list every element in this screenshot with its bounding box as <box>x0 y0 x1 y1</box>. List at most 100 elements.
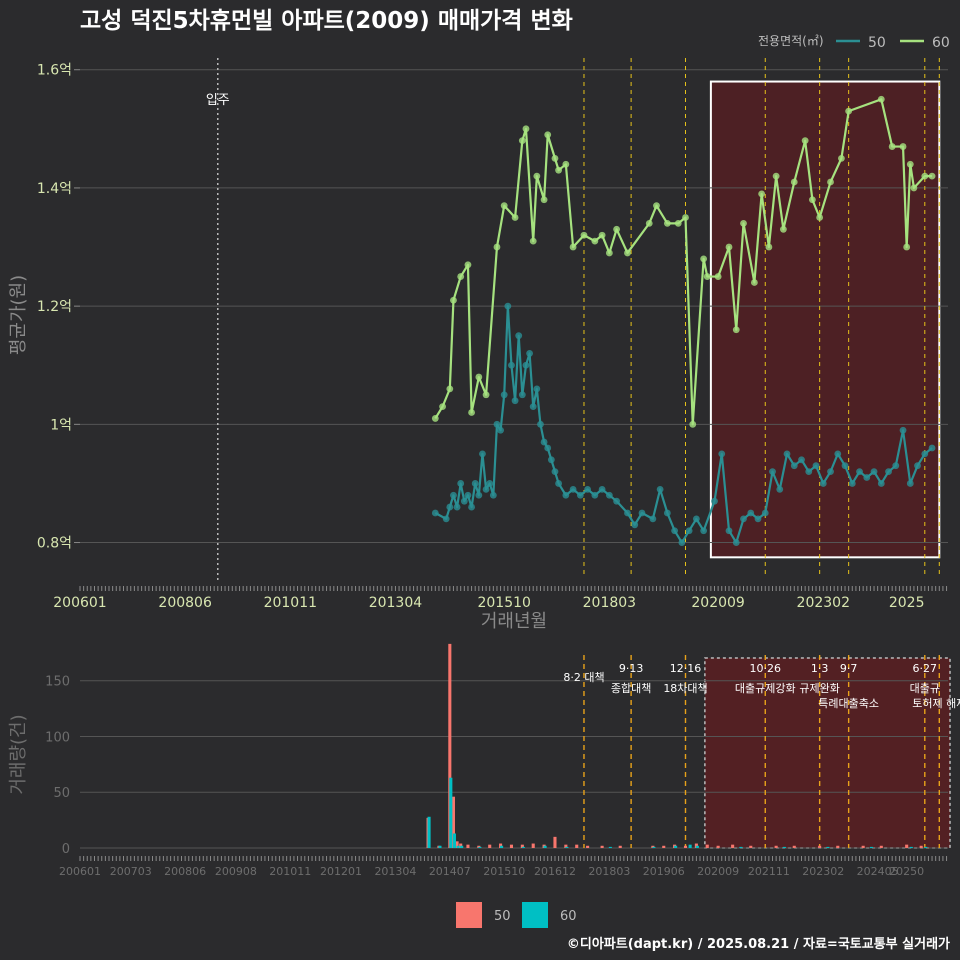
series-60-point <box>910 184 918 192</box>
series-60-point <box>533 172 541 180</box>
series-50-point <box>812 462 820 470</box>
volume-bar-50 <box>575 844 579 848</box>
series-50-point <box>856 468 863 476</box>
series-50-point <box>551 468 559 476</box>
series-60-point <box>605 249 613 257</box>
series-60-point <box>899 143 907 150</box>
series-60-point <box>674 219 682 227</box>
series-60-point <box>653 202 660 210</box>
series-50-point <box>877 480 885 487</box>
policy-date-label: 10·26 <box>750 662 782 675</box>
policy-date-label: 6·27 <box>913 662 938 675</box>
x-tick-label: 200806 <box>158 595 212 611</box>
series-60-point <box>468 409 475 416</box>
series-50-point <box>747 509 755 517</box>
volume-bar-50 <box>455 841 459 848</box>
series-60-point <box>482 391 490 399</box>
volume-bar-50 <box>466 844 470 848</box>
volume-bar-60 <box>438 845 442 848</box>
series-60-point <box>450 296 457 304</box>
series-60-point <box>431 415 439 422</box>
volume-bar-60 <box>456 845 460 848</box>
series-60-point <box>689 420 697 428</box>
series-60-point <box>624 249 631 257</box>
volume-bar-60 <box>674 845 678 848</box>
x-tick-label: 200601 <box>53 595 106 611</box>
y-tick-label: 1억 <box>50 417 72 433</box>
volume-bar-60 <box>478 846 482 848</box>
y-axis-title: 평균가(원) <box>8 275 29 355</box>
legend-bottom: 50 60 <box>456 902 577 928</box>
series-60-point <box>790 178 798 186</box>
legend-bar-label-50: 50 <box>494 909 511 924</box>
series-50-point <box>562 491 570 499</box>
volume-y-tick-label: 100 <box>45 730 70 745</box>
series-50-point <box>921 450 929 458</box>
volume-x-tick-label: 200601 <box>59 865 101 878</box>
series-50-point <box>692 515 700 523</box>
volume-x-tick-label: 201201 <box>320 865 362 878</box>
volume-bar-50 <box>919 845 923 848</box>
y-tick-label: 1.2억 <box>37 299 72 315</box>
volume-panel: 0 50 100 150 9·13 12·16 10·26 1·3 9·7 6·27 8·2 대책종… <box>8 643 960 878</box>
volume-bar-60 <box>452 833 456 848</box>
volume-bar-50 <box>705 844 709 848</box>
volume-bar-50 <box>716 845 720 848</box>
series-50-point <box>457 480 465 487</box>
series-60-point <box>740 219 747 227</box>
series-60-point <box>511 214 519 221</box>
series-60-point <box>845 107 853 115</box>
series-60-point <box>877 95 885 103</box>
series-50-point <box>522 361 530 369</box>
series-60-point <box>464 261 472 269</box>
volume-bar-50 <box>618 845 622 848</box>
volume-x-tick-label: 200908 <box>215 865 257 878</box>
volume-bar-60 <box>460 845 464 848</box>
series-60-point <box>838 154 845 162</box>
volume-bar-50 <box>749 845 753 848</box>
series-50-point <box>442 515 450 523</box>
series-50-point <box>464 491 472 499</box>
legend-bar-swatch-50 <box>456 902 482 928</box>
volume-bar-60 <box>449 777 453 848</box>
series-50-point <box>446 503 454 511</box>
policy-name-label: 대출규제강화 <box>735 682 796 695</box>
volume-x-tick-label: 201906 <box>643 865 685 878</box>
series-50-point <box>841 462 849 470</box>
legend-bar-swatch-60 <box>522 902 548 928</box>
y-tick-label: 1.4억 <box>37 181 72 197</box>
volume-bar-60 <box>782 846 786 848</box>
series-60-point <box>529 237 537 245</box>
series-50-point <box>827 468 834 476</box>
series-60-point <box>750 279 758 286</box>
policy-date-label: 9·13 <box>619 662 644 675</box>
volume-bar-60 <box>565 846 569 848</box>
series-60-point <box>475 373 483 381</box>
series-50-point <box>518 391 526 399</box>
volume-bar-60 <box>909 846 913 848</box>
volume-bar-60 <box>608 846 612 848</box>
policy-name-label: 18차대책 <box>663 682 707 695</box>
series-50-point <box>885 468 892 476</box>
series-50-point <box>798 456 805 464</box>
series-60-point <box>903 243 911 251</box>
series-50-point <box>569 485 577 493</box>
series-50-point <box>671 527 679 535</box>
series-60-point <box>580 231 588 239</box>
series-50-point <box>450 491 457 499</box>
volume-y-tick-label: 150 <box>45 675 70 690</box>
volume-bar-50 <box>905 844 909 848</box>
series-50-point <box>486 480 494 487</box>
volume-bar-50 <box>520 844 524 848</box>
volume-bar-60 <box>427 816 431 848</box>
volume-bar-60 <box>869 846 873 848</box>
series-50-point <box>725 527 733 535</box>
series-50-point <box>475 491 483 499</box>
x-tick-label: 2025 <box>889 595 925 611</box>
volume-bar-50 <box>488 844 492 848</box>
volume-bar-50 <box>774 845 778 848</box>
series-50-point <box>740 515 747 523</box>
x-tick-label: 201510 <box>477 595 530 611</box>
series-60-point <box>725 243 733 251</box>
